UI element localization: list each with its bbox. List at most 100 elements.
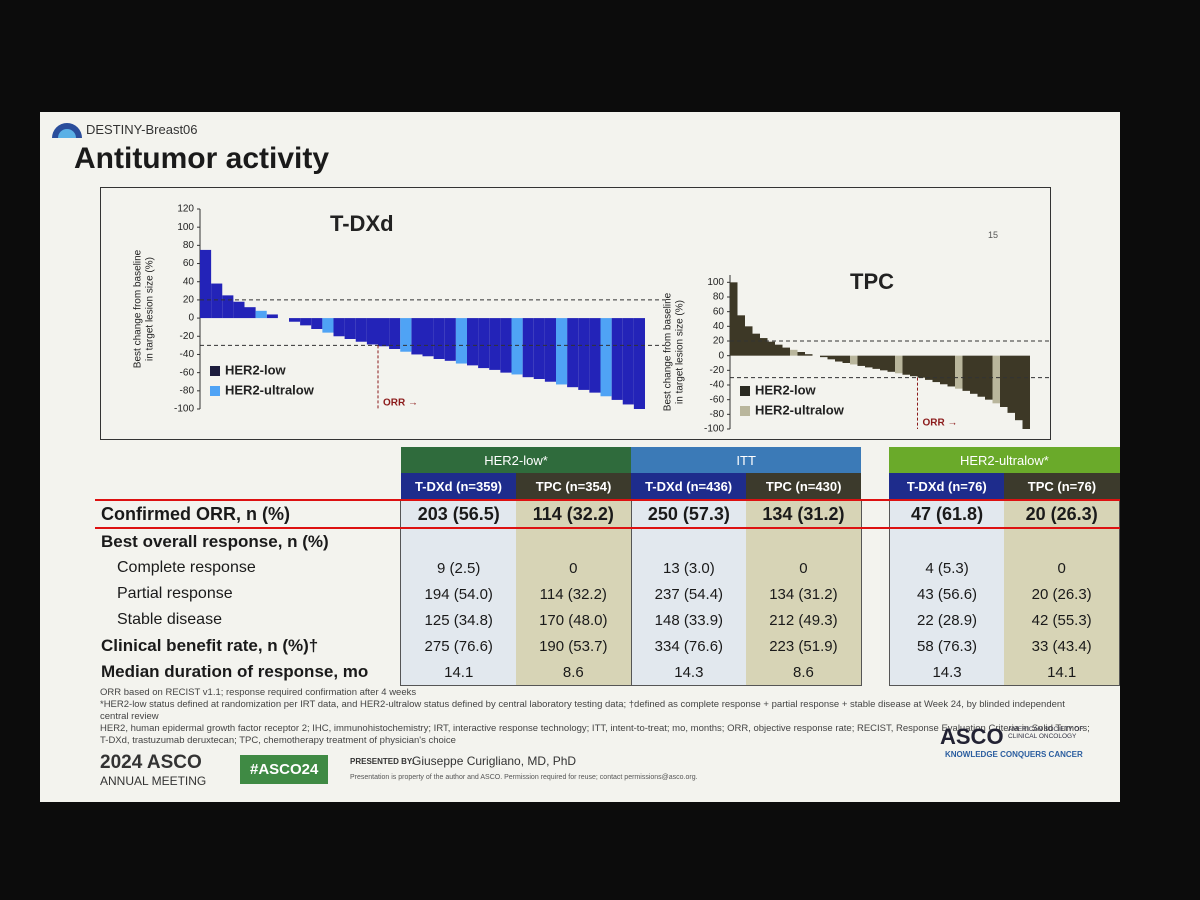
bar xyxy=(578,318,590,390)
bar xyxy=(760,338,768,356)
column-row: T-DXd (n=359) TPC (n=354) T-DXd (n=436) TPC… xyxy=(95,473,1120,500)
bar xyxy=(820,355,828,358)
bar xyxy=(827,355,835,360)
notice: Presentation is property of the author a… xyxy=(350,774,698,781)
spacer xyxy=(861,447,889,473)
table-cell: 212 (49.3) xyxy=(746,607,862,633)
table-cell: 134 (31.2) xyxy=(746,499,862,529)
bar xyxy=(835,355,843,362)
bar xyxy=(255,310,267,319)
spacer xyxy=(861,555,889,581)
bar xyxy=(865,355,873,368)
table-cell: 125 (34.8) xyxy=(400,607,517,633)
bar xyxy=(850,355,858,365)
table-cell: 22 (28.9) xyxy=(888,607,1005,633)
table-cell: 134 (31.2) xyxy=(746,581,862,607)
spacer xyxy=(861,528,889,555)
bar xyxy=(895,355,903,374)
spacer xyxy=(861,499,890,529)
table-cell xyxy=(516,528,632,555)
study-name: DESTINY-Breast06 xyxy=(86,122,198,137)
bar xyxy=(322,318,334,333)
bar xyxy=(962,355,970,391)
bar xyxy=(600,318,612,397)
row-label: Median duration of response, mo xyxy=(101,662,369,682)
bar xyxy=(355,318,367,342)
table-cell: 275 (76.6) xyxy=(400,633,517,659)
table-cell: 0 xyxy=(746,555,862,581)
bar xyxy=(887,355,895,372)
legend-swatch xyxy=(210,386,220,396)
spacer xyxy=(861,581,889,607)
hashtag: #ASCO24 xyxy=(240,755,329,784)
presented-by: PRESENTED BY: xyxy=(350,757,415,766)
table-cell: 33 (43.4) xyxy=(1004,633,1120,659)
meeting-year: 2024 ASCO xyxy=(100,752,202,773)
group-row: HER2-low* ITT HER2-ultralow* xyxy=(95,447,1120,473)
bar xyxy=(244,307,256,319)
table-cell: 4 (5.3) xyxy=(888,555,1005,581)
bar xyxy=(589,318,601,393)
bar xyxy=(955,355,963,389)
table-cell: 0 xyxy=(1004,555,1120,581)
y-axis-label: Best change from baseline xyxy=(663,292,674,411)
column-header: T-DXd (n=436) xyxy=(631,473,747,500)
bar xyxy=(500,318,512,373)
row-label: Best overall response, n (%) xyxy=(101,532,329,551)
annotation: ORR → xyxy=(923,418,958,429)
bar xyxy=(266,314,278,319)
table-cell: 14.1 xyxy=(400,659,517,686)
org-name: AMERICAN SOCIETY OF CLINICAL ONCOLOGY xyxy=(1008,726,1084,740)
bar xyxy=(533,318,545,379)
column-header: TPC (n=76) xyxy=(1004,473,1120,500)
y-axis-label: in target lesion size (%) xyxy=(145,257,156,361)
table-cell: 20 (26.3) xyxy=(1004,581,1120,607)
footnote: *HER2-low status defined at randomizatio… xyxy=(100,699,1065,722)
bar xyxy=(378,318,390,347)
presenter: Giuseppe Curigliano, MD, PhD xyxy=(412,754,577,768)
spacer xyxy=(861,633,889,659)
results-table: HER2-low* ITT HER2-ultralow* T-DXd (n=359) T… xyxy=(95,447,1120,686)
bar xyxy=(622,318,634,405)
table-cell: 194 (54.0) xyxy=(400,581,517,607)
bar xyxy=(985,355,993,400)
table-cell: 58 (76.3) xyxy=(888,633,1005,659)
y-tick-label: -80 xyxy=(180,385,195,396)
bar xyxy=(511,318,523,375)
y-axis-label: in target lesion size (%) xyxy=(675,300,686,404)
bar xyxy=(211,283,223,319)
bar xyxy=(233,301,245,319)
study-logo xyxy=(52,123,82,138)
table-cell: 190 (53.7) xyxy=(516,633,632,659)
bar xyxy=(455,318,467,364)
table-cell: 0 xyxy=(516,555,632,581)
legend-label: HER2-ultralow xyxy=(755,402,845,417)
bar xyxy=(489,318,501,370)
bar xyxy=(767,341,775,356)
bar xyxy=(1007,355,1015,413)
table-cell: 43 (56.6) xyxy=(888,581,1005,607)
bar xyxy=(925,355,933,380)
y-tick-label: -20 xyxy=(180,331,195,342)
y-tick-label: 100 xyxy=(707,277,724,288)
table-cell: 42 (55.3) xyxy=(1004,607,1120,633)
bar xyxy=(222,295,234,319)
bar xyxy=(633,318,645,409)
y-tick-label: 80 xyxy=(183,240,195,251)
bar xyxy=(917,355,925,378)
spacer xyxy=(861,473,889,500)
bar xyxy=(1015,355,1023,421)
bar xyxy=(344,318,356,339)
legend-label: HER2-low xyxy=(225,362,287,377)
y-tick-label: 20 xyxy=(183,295,195,306)
annotation: ORR → xyxy=(383,398,418,409)
table-cell: 14.1 xyxy=(1004,659,1120,686)
bar xyxy=(200,249,212,319)
bar xyxy=(910,355,918,377)
bar xyxy=(478,318,490,369)
bar xyxy=(730,282,738,356)
table-row: Clinical benefit rate, n (%)† 275 (76.6) 1… xyxy=(95,633,1120,659)
table-row: Partial response 194 (54.0) 114 (32.2) 237 … xyxy=(95,581,1120,607)
bar xyxy=(366,318,378,345)
y-tick-label: -60 xyxy=(180,367,195,378)
